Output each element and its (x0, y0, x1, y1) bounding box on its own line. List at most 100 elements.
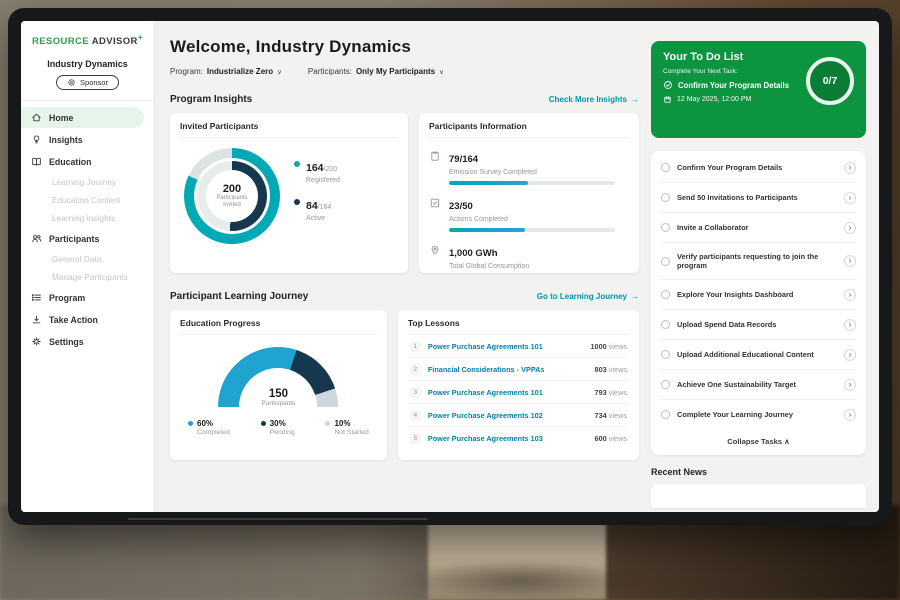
survey-progress-track (449, 181, 615, 185)
info-row-consumption: 1,000 GWh Total Global Consumption (429, 243, 629, 270)
sidebar-item-label: Program (49, 293, 85, 303)
learning-journey-header: Participant Learning Journey Go to Learn… (170, 291, 639, 302)
task-checkbox[interactable] (661, 320, 670, 329)
task-label: Upload Additional Educational Content (677, 350, 837, 360)
sponsor-label: Sponsor (80, 78, 108, 87)
task-checkbox[interactable] (661, 257, 670, 266)
todo-task-list: Confirm Your Program Details › Send 50 I… (651, 151, 866, 455)
sidebar-item-insights[interactable]: Insights (21, 129, 144, 150)
dashboard-screen: RESOURCE ADVISOR+ Industry Dynamics Spon… (21, 21, 879, 512)
task-checkbox[interactable] (661, 193, 670, 202)
chevron-down-icon[interactable]: ∨ (439, 68, 444, 76)
collapse-tasks-label: Collapse Tasks (727, 437, 782, 446)
legend-not-started: 10% Not Started (325, 419, 368, 436)
lesson-views-count: 1000 (590, 342, 606, 351)
arrow-right-icon: → (631, 292, 639, 301)
lesson-views-count: 803 (595, 365, 607, 374)
sponsor-badge[interactable]: Sponsor (56, 75, 119, 90)
registered-value: 164 (306, 162, 324, 174)
lesson-rank: 1 (410, 341, 421, 352)
lesson-link[interactable]: Power Purchase Agreements 103 (428, 434, 588, 443)
home-icon (31, 112, 42, 123)
task-row-verify-participants[interactable]: Verify participants requesting to join t… (660, 243, 857, 280)
sidebar-item-manage-participants[interactable]: Manage Participants (21, 268, 154, 286)
chevron-down-icon[interactable]: ∨ (277, 68, 282, 76)
program-insights-title: Program Insights (170, 94, 252, 105)
active-label: Active (306, 215, 331, 222)
chevron-right-icon[interactable]: › (844, 222, 856, 234)
task-checkbox[interactable] (661, 350, 670, 359)
chevron-right-icon[interactable]: › (844, 255, 856, 267)
lesson-link[interactable]: Power Purchase Agreements 102 (428, 411, 588, 420)
task-row-complete-learning-journey[interactable]: Complete Your Learning Journey › (660, 400, 857, 429)
todo-due-date-label: 12 May 2025, 12:00 PM (677, 96, 751, 103)
sidebar-item-participants[interactable]: Participants (21, 228, 144, 249)
collapse-tasks-button[interactable]: Collapse Tasks ∧ (660, 429, 857, 453)
program-select-value[interactable]: Industrialize Zero (207, 67, 273, 76)
chevron-right-icon[interactable]: › (844, 409, 856, 421)
invited-donut-hole: 200 Participants Invited (206, 170, 258, 222)
task-checkbox[interactable] (661, 163, 670, 172)
sidebar-item-program[interactable]: Program (21, 287, 144, 308)
lesson-link[interactable]: Power Purchase Agreements 101 (428, 388, 588, 397)
top-lessons-card: Top Lessons 1 Power Purchase Agreements … (398, 310, 639, 460)
sidebar-item-label: Insights (49, 135, 83, 145)
actions-value: 23/50 (449, 201, 473, 212)
lesson-row: 3 Power Purchase Agreements 101 793 view… (408, 381, 629, 404)
not-started-label: Not Started (334, 429, 368, 436)
chevron-right-icon[interactable]: › (844, 319, 856, 331)
lesson-link[interactable]: Financial Considerations - VPPAs (428, 365, 588, 374)
education-progress-title: Education Progress (180, 318, 377, 335)
check-more-insights-link[interactable]: Check More Insights → (549, 95, 639, 104)
sidebar-nav: Home Insights Education Learning Journey… (21, 107, 154, 352)
program-insights-cards: Invited Participants 200 Participants In… (170, 113, 639, 273)
sidebar-item-take-action[interactable]: Take Action (21, 309, 144, 330)
go-to-learning-journey-link[interactable]: Go to Learning Journey → (537, 292, 639, 301)
task-checkbox[interactable] (661, 223, 670, 232)
task-row-invite-collaborator[interactable]: Invite a Collaborator › (660, 213, 857, 243)
sponsor-icon (67, 78, 76, 87)
lesson-link[interactable]: Power Purchase Agreements 101 (428, 342, 584, 351)
sidebar-item-settings[interactable]: Settings (21, 331, 144, 352)
chevron-right-icon[interactable]: › (844, 349, 856, 361)
participants-select-value[interactable]: Only My Participants (356, 67, 435, 76)
chevron-right-icon[interactable]: › (844, 192, 856, 204)
task-checkbox[interactable] (661, 410, 670, 419)
program-select[interactable]: Program: Industrialize Zero ∨ (170, 67, 282, 76)
task-row-upload-educational-content[interactable]: Upload Additional Educational Content › (660, 340, 857, 370)
task-checkbox[interactable] (661, 290, 670, 299)
sidebar-item-learning-insights[interactable]: Learning Insights (21, 209, 154, 227)
task-row-confirm-program[interactable]: Confirm Your Program Details › (660, 153, 857, 183)
main-content: Welcome, Industry Dynamics Program: Indu… (155, 21, 651, 512)
participants-select[interactable]: Participants: Only My Participants ∨ (308, 67, 444, 76)
sidebar-item-education-content[interactable]: Education Content (21, 191, 154, 209)
invited-center-label: Participants Invited (213, 195, 251, 209)
task-row-achieve-target[interactable]: Achieve One Sustainability Target › (660, 370, 857, 400)
chevron-right-icon[interactable]: › (844, 289, 856, 301)
chevron-right-icon[interactable]: › (844, 379, 856, 391)
task-row-explore-insights[interactable]: Explore Your Insights Dashboard › (660, 280, 857, 310)
sidebar-item-education[interactable]: Education (21, 151, 144, 172)
app-logo[interactable]: RESOURCE ADVISOR+ (21, 33, 154, 47)
actions-progress-track (449, 228, 615, 232)
not-started-dot (325, 421, 330, 426)
task-row-send-invitations[interactable]: Send 50 Invitations to Participants › (660, 183, 857, 213)
sidebar: RESOURCE ADVISOR+ Industry Dynamics Spon… (21, 21, 155, 512)
legend-active: 84/164 Active (294, 196, 340, 222)
invited-donut-gap: 200 Participants Invited (194, 158, 270, 234)
monitor-bezel: RESOURCE ADVISOR+ Industry Dynamics Spon… (8, 8, 892, 525)
sidebar-item-learning-journey[interactable]: Learning Journey (21, 173, 154, 191)
filter-controls: Program: Industrialize Zero ∨ Participan… (170, 67, 639, 76)
recent-news-card (651, 484, 866, 508)
list-icon (31, 292, 42, 303)
legend-completed: 60% Completed (188, 419, 230, 436)
chevron-right-icon[interactable]: › (844, 162, 856, 174)
sidebar-item-home[interactable]: Home (21, 107, 144, 128)
task-label: Verify participants requesting to join t… (677, 252, 837, 271)
task-checkbox[interactable] (661, 380, 670, 389)
task-row-upload-spend-data[interactable]: Upload Spend Data Records › (660, 310, 857, 340)
task-label: Send 50 Invitations to Participants (677, 193, 837, 203)
clipboard-icon (429, 150, 441, 162)
task-label: Explore Your Insights Dashboard (677, 290, 837, 300)
sidebar-item-general-data[interactable]: General Data (21, 250, 154, 268)
